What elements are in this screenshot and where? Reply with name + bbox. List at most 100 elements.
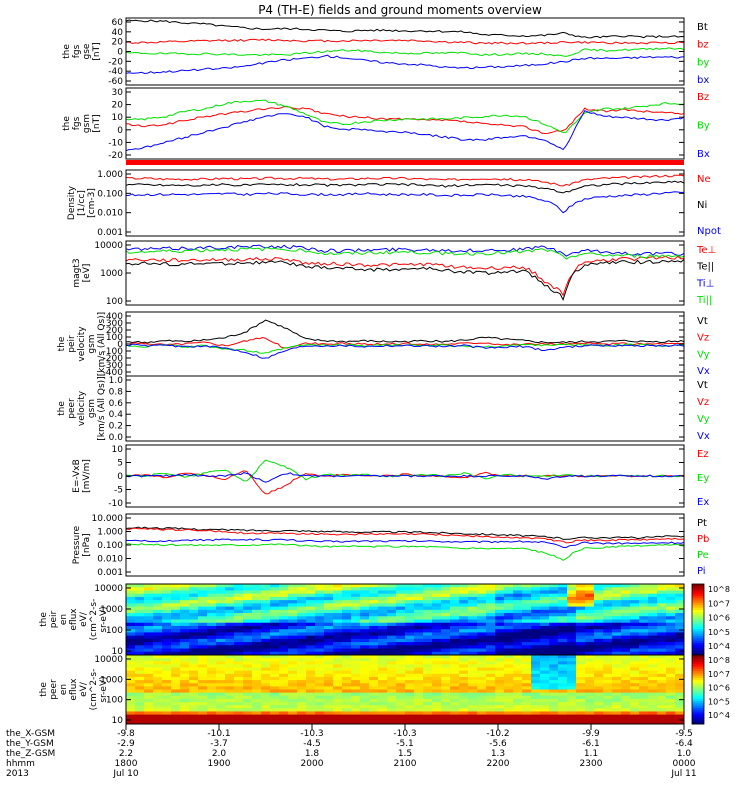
spectrogram-cell	[468, 587, 478, 591]
spectrogram-cell	[333, 632, 343, 637]
spectrogram-cell	[279, 590, 289, 595]
spectrogram-cell	[261, 670, 271, 675]
spectrogram-cell	[576, 587, 586, 591]
spectrogram-cell	[666, 686, 676, 690]
spectrogram-cell	[288, 638, 298, 643]
spectrogram-cell	[531, 596, 541, 601]
spectrogram-cell	[270, 698, 280, 703]
spectrogram-cell	[153, 702, 163, 706]
spectrogram-cell	[450, 613, 460, 617]
spectrogram-cell	[180, 698, 190, 703]
spectrogram-cell	[522, 590, 532, 595]
spectrogram-cell	[378, 638, 388, 643]
spectrogram-cell	[180, 642, 190, 646]
spectrogram-cell	[441, 711, 451, 716]
spectrogram-cell	[405, 629, 415, 633]
spectrogram-cell	[450, 642, 460, 646]
spectrogram-cell	[306, 651, 316, 656]
spectrogram-cell	[342, 717, 352, 722]
spectrogram-cell	[423, 683, 433, 687]
spectrogram-cell	[387, 593, 397, 598]
spectrogram-cell	[234, 632, 244, 637]
spectrogram-cell	[585, 655, 595, 659]
spectrogram-cell	[531, 619, 541, 624]
spectrogram-cell	[270, 635, 280, 640]
spectrogram-cell	[144, 708, 154, 712]
spectrogram-cell	[261, 632, 271, 637]
spectrogram-cell	[441, 680, 451, 684]
spectrogram-cell	[162, 632, 172, 637]
spectrogram-cell	[513, 655, 523, 659]
spectrogram-cell	[648, 698, 658, 703]
spectrogram-cell	[405, 720, 415, 725]
spectrogram-cell	[279, 655, 289, 659]
spectrogram-cell	[153, 590, 163, 595]
spectrogram-cell	[279, 680, 289, 684]
y-axis-label: the	[39, 612, 49, 627]
spectrogram-cell	[135, 686, 145, 690]
spectrogram-cell	[549, 717, 559, 722]
spectrogram-cell	[531, 590, 541, 595]
spectrogram-cell	[675, 689, 685, 694]
spectrogram-cell	[495, 705, 505, 709]
spectrogram-cell	[252, 680, 262, 684]
spectrogram-cell	[279, 609, 289, 614]
spectrogram-cell	[180, 635, 190, 640]
spectrogram-cell	[135, 584, 145, 588]
spectrogram-cell	[540, 689, 550, 694]
spectrogram-cell	[153, 587, 163, 591]
spectrogram-cell	[441, 689, 451, 694]
spectrogram-cell	[630, 692, 640, 697]
spectrogram-cell	[558, 686, 568, 690]
spectrogram-cell	[666, 692, 676, 697]
spectrogram-cell	[315, 625, 325, 630]
spectrogram-cell	[153, 689, 163, 694]
spectrogram-cell	[666, 596, 676, 601]
spectrogram-cell	[603, 629, 613, 633]
spectrogram-cell	[468, 645, 478, 650]
spectrogram-cell	[243, 613, 253, 617]
spectrogram-cell	[495, 686, 505, 690]
spectrogram-cell	[369, 584, 379, 588]
y-axis-label: the	[62, 44, 72, 59]
spectrogram-cell	[414, 670, 424, 675]
spectrogram-cell	[405, 642, 415, 646]
x-tick-x: -9.8	[117, 729, 135, 739]
x-tick-time: 2100	[394, 759, 417, 769]
spectrogram-cell	[657, 714, 667, 719]
spectrogram-cell	[333, 584, 343, 588]
spectrogram-cell	[621, 695, 631, 700]
spectrogram-cell	[603, 593, 613, 598]
spectrogram-cell	[405, 587, 415, 591]
spectrogram-cell	[369, 673, 379, 678]
spectrogram-cell	[603, 702, 613, 706]
spectrogram-cell	[540, 670, 550, 675]
spectrogram-cell	[576, 680, 586, 684]
spectrogram-cell	[324, 686, 334, 690]
spectrogram-cell	[180, 619, 190, 624]
spectrogram-cell	[180, 593, 190, 598]
spectrogram-cell	[432, 714, 442, 719]
spectrogram-cell	[189, 590, 199, 595]
spectrogram-cell	[585, 720, 595, 725]
spectrogram-cell	[576, 645, 586, 650]
spectrogram-cell	[576, 658, 586, 662]
spectrogram-cell	[558, 667, 568, 672]
y-tick-label: 10	[112, 647, 124, 657]
spectrogram-cell	[333, 683, 343, 687]
spectrogram-cell	[189, 587, 199, 591]
spectrogram-cell	[621, 655, 631, 659]
spectrogram-cell	[477, 638, 487, 643]
spectrogram-cell	[675, 622, 685, 627]
spectrogram-cell	[513, 625, 523, 630]
y-axis-label: [km/s (All Qs)]	[97, 312, 107, 376]
spectrogram-cell	[657, 616, 667, 620]
y-tick-label: 1.000	[97, 170, 123, 180]
spectrogram-cell	[432, 717, 442, 722]
spectrogram-cell	[216, 673, 226, 678]
spectrogram-cell	[576, 717, 586, 722]
spectrogram-cell	[297, 658, 307, 662]
spectrogram-cell	[378, 593, 388, 598]
